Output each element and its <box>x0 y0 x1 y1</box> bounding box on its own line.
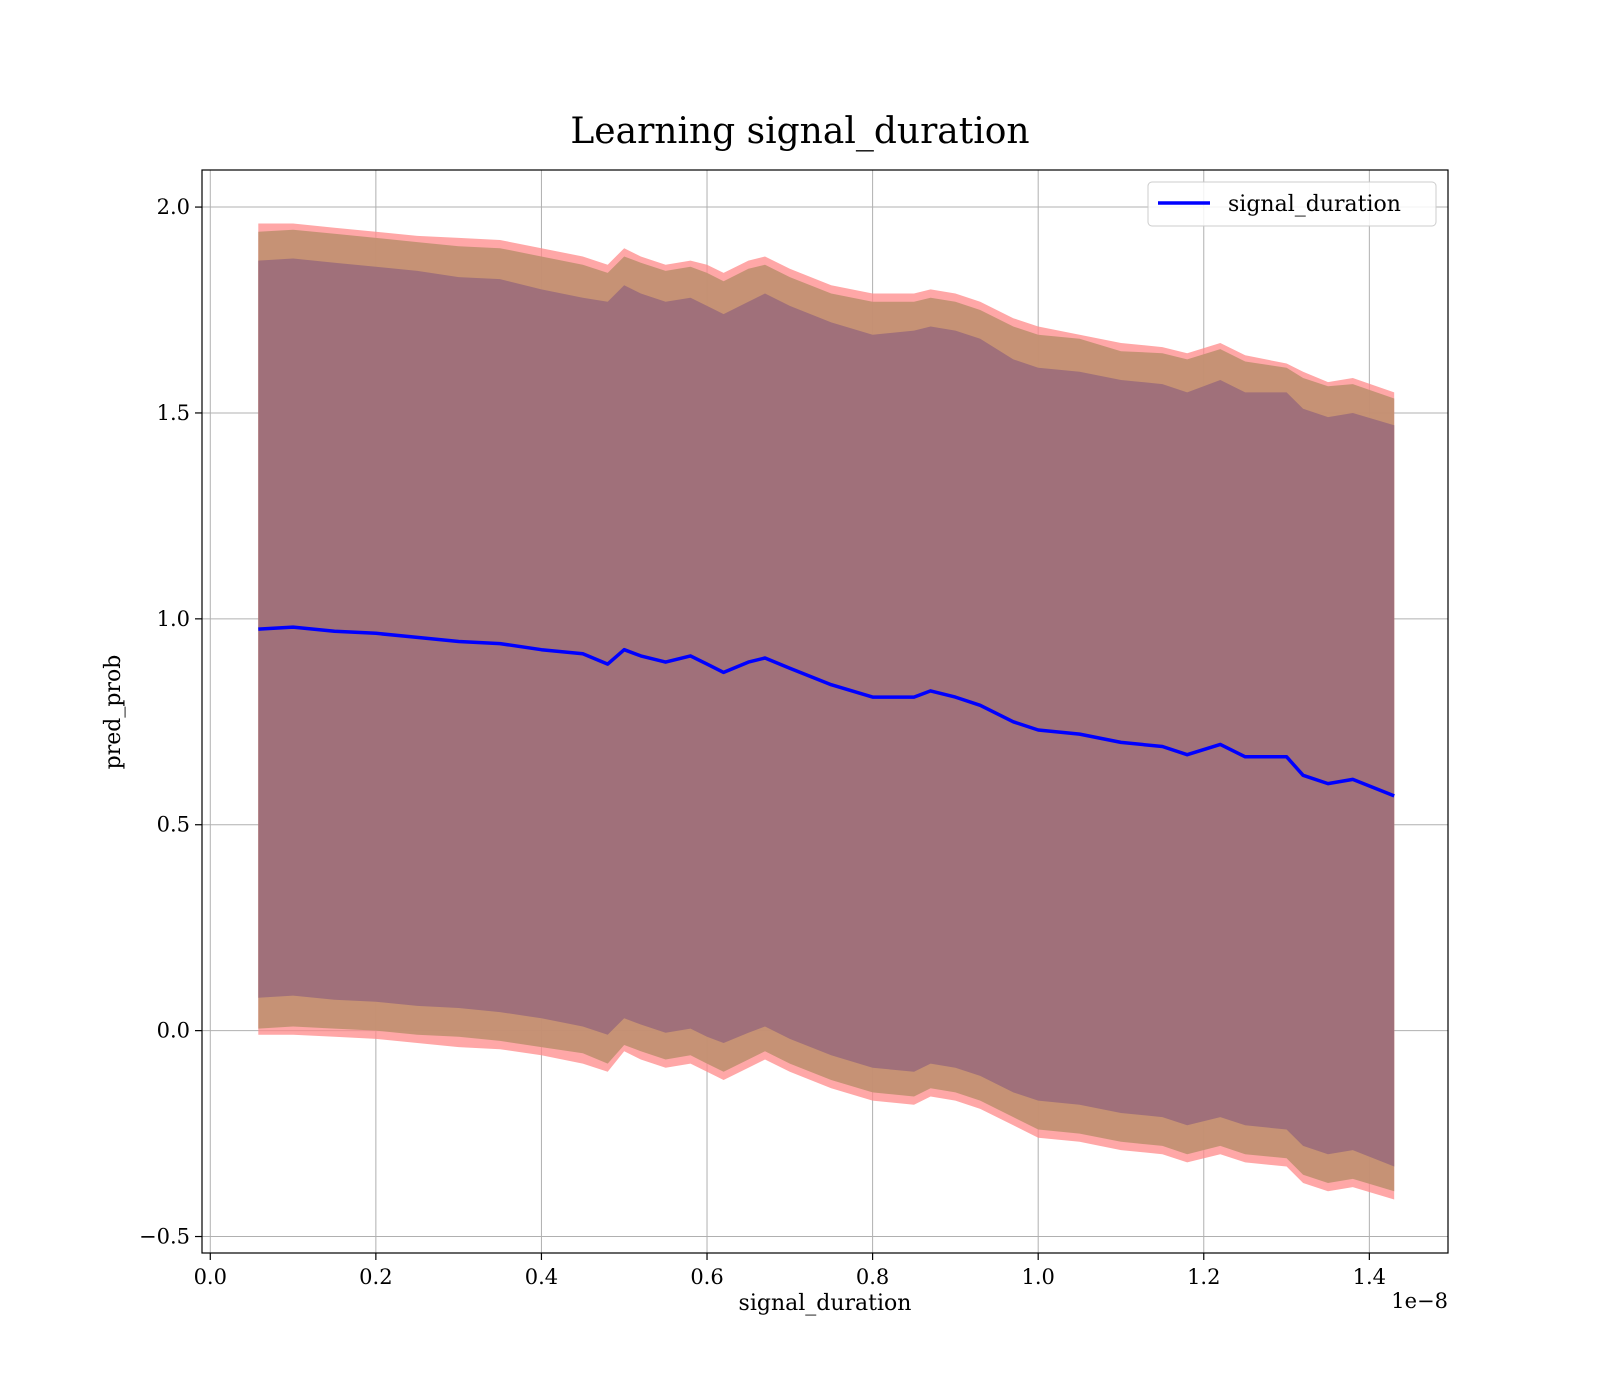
x-tick-label: 1.0 <box>1021 1265 1054 1289</box>
chart-title: Learning signal_duration <box>570 111 1029 152</box>
x-axis-label: signal_duration <box>739 1291 912 1316</box>
x-tick-label: 0.2 <box>359 1265 392 1289</box>
series-line-signal_duration <box>258 625 1395 798</box>
x-tick-label: 1.2 <box>1187 1265 1220 1289</box>
x-offset-label: 1e−8 <box>1391 1289 1448 1313</box>
legend: signal_duration <box>1147 181 1437 227</box>
x-tick-label: 0.8 <box>856 1265 889 1289</box>
x-tick-label: 0.0 <box>194 1265 227 1289</box>
y-tick-label: −0.5 <box>139 1225 190 1249</box>
y-axis: −0.5 0.0 0.5 1.0 1.5 2.0 <box>139 195 202 1249</box>
y-tick-label: 1.5 <box>157 401 190 425</box>
legend-box <box>1147 181 1437 227</box>
confidence-bands <box>258 223 1395 1200</box>
x-tick-label: 0.6 <box>690 1265 723 1289</box>
y-axis-label: pred_prob <box>101 655 126 770</box>
x-tick-label: 1.4 <box>1353 1265 1386 1289</box>
y-tick-label: 0.5 <box>157 813 190 837</box>
confidence-band-inner <box>258 258 1395 1167</box>
y-tick-label: 0.0 <box>157 1019 190 1043</box>
x-axis: 0.0 0.2 0.4 0.6 0.8 1.0 1.2 1.4 <box>194 1253 1386 1289</box>
x-tick-label: 0.4 <box>525 1265 558 1289</box>
legend-label-signal_duration: signal_duration <box>1228 192 1401 217</box>
plot-frame <box>201 169 1449 1254</box>
y-tick-label: 2.0 <box>157 195 190 219</box>
y-tick-label: 1.0 <box>157 607 190 631</box>
